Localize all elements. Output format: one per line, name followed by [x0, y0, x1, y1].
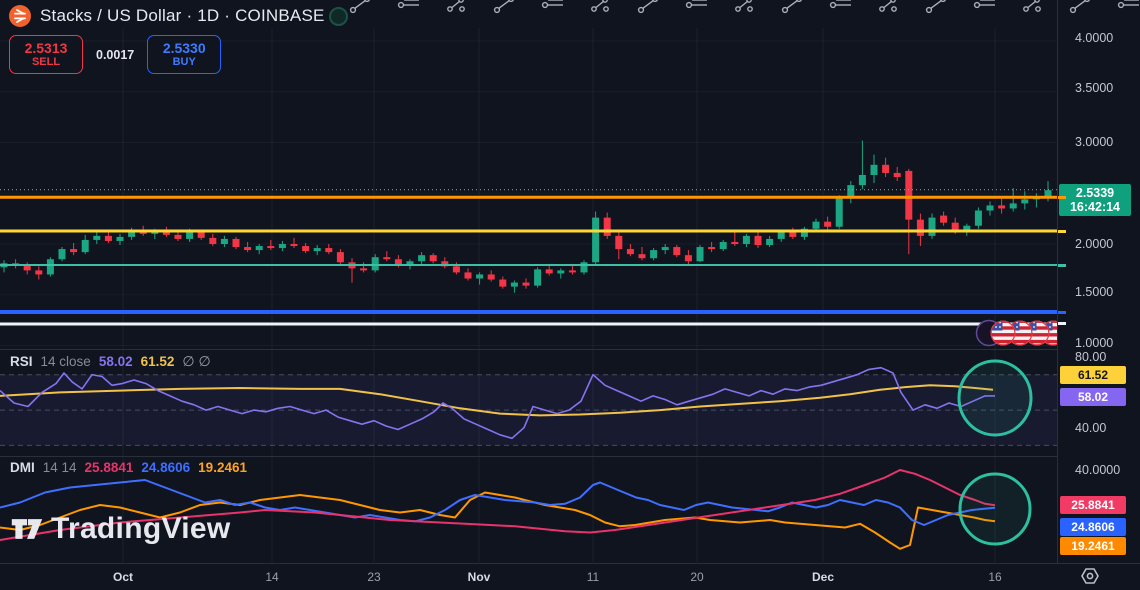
ADX-line	[0, 469, 996, 541]
extended-line-tool-icon[interactable]	[780, 0, 804, 16]
xabcd-pattern-tool-icon[interactable]	[972, 0, 996, 16]
axis-tick-label: 40.00	[1075, 421, 1107, 435]
text-tool-icon[interactable]	[540, 0, 564, 16]
sell-button[interactable]: 2.5313 SELL	[9, 35, 83, 74]
indicator-value-badge: 58.02	[1060, 388, 1126, 406]
rsi-value: 58.02	[98, 354, 133, 369]
axis-tick-label: 2.0000	[1075, 237, 1114, 251]
dmi-adx-value: 25.8841	[84, 460, 134, 475]
axis-tick-label: 3.0000	[1075, 135, 1114, 149]
rsi-legend[interactable]: RSI 14 close 58.02 61.52 ∅ ∅	[10, 353, 211, 370]
order-panel: 2.5313 SELL 0.0017 2.5330 BUY	[9, 35, 222, 74]
indicator-value-badge: 19.2461	[1060, 537, 1126, 555]
ellipse-tool-icon[interactable]	[588, 0, 612, 16]
pane-separator[interactable]	[0, 456, 1140, 457]
last-price-value: 2.5339	[1075, 186, 1115, 200]
RSI-line	[0, 366, 995, 440]
horizontal-line-tool-icon[interactable]	[396, 0, 420, 16]
chart-settings-icon[interactable]	[1080, 566, 1100, 586]
time-axis-label: 23	[367, 570, 381, 584]
axis-tick-label: 4.0000	[1075, 31, 1114, 45]
time-axis-label: 14	[265, 570, 279, 584]
sell-price: 2.5313	[24, 39, 68, 56]
axis-line-marker	[1058, 322, 1066, 326]
dmi-params: 14 14	[42, 460, 77, 475]
symbol-header: Stacks / US Dollar · 1D · COINBASE	[9, 5, 325, 27]
ellipse-annotation[interactable]	[957, 359, 1033, 437]
time-axis-label: 11	[586, 570, 600, 584]
stacks-logo-icon	[9, 5, 31, 27]
indicator-value-badge: 61.52	[1060, 366, 1126, 384]
axis-tick-label: 40.0000	[1075, 463, 1121, 477]
price-axis[interactable]: 2.5339 16:42:14 4.0000 3.5000 3.0000 2.0000…	[1057, 0, 1140, 563]
axis-tick-label: 1.5000	[1075, 285, 1114, 299]
bar-countdown: 16:42:14	[1069, 200, 1121, 214]
rsi-name: RSI	[10, 354, 33, 369]
trend-line-tool-icon[interactable]	[348, 0, 372, 16]
RSI-based MA-line	[0, 384, 994, 417]
ellipse-annotation[interactable]	[958, 472, 1032, 546]
buy-button[interactable]: 2.5330 BUY	[147, 35, 222, 74]
time-axis-label: Dec	[811, 570, 835, 584]
dmi-name: DMI	[10, 460, 35, 475]
dmi-legend[interactable]: DMI 14 14 25.8841 24.8606 19.2461	[10, 460, 247, 475]
main-price-pane[interactable]	[0, 28, 1057, 349]
flag-annotation[interactable]	[975, 319, 1058, 347]
tradingview-wordmark: TradingView	[51, 512, 231, 545]
dmi-pane[interactable]	[0, 457, 1057, 562]
tradingview-watermark: TradingView	[10, 512, 230, 546]
dmi-minus-di-value: 19.2461	[198, 460, 247, 475]
last-price-badge: 2.5339 16:42:14	[1059, 184, 1131, 216]
time-axis-label: Nov	[467, 570, 491, 584]
dmi-plus-di-value: 24.8606	[141, 460, 191, 475]
+DI-line	[0, 479, 996, 526]
tradingview-logo-icon	[11, 519, 43, 539]
indicator-value-badge: 25.8841	[1060, 496, 1126, 514]
buy-label: BUY	[172, 56, 196, 69]
axis-tick-label: 80.00	[1075, 350, 1107, 364]
symbol-title[interactable]: Stacks / US Dollar · 1D · COINBASE	[40, 6, 325, 25]
spread-value: 0.0017	[96, 47, 135, 62]
buy-price: 2.5330	[162, 39, 206, 56]
axis-line-marker	[1058, 195, 1066, 199]
time-axis-label: Oct	[112, 570, 134, 584]
axis-line-marker	[1058, 263, 1066, 267]
drawing-toolbar	[330, 0, 1140, 17]
triangle-pattern-tool-icon[interactable]	[1020, 0, 1044, 16]
time-axis-label: 16	[988, 570, 1002, 584]
arrow-marker-tool-icon[interactable]	[732, 0, 756, 16]
angle-tool-icon[interactable]	[876, 0, 900, 16]
pane-separator[interactable]	[0, 349, 1140, 350]
long-position-tool-icon[interactable]	[1116, 0, 1140, 16]
indicator-value-badge: 24.8606	[1060, 518, 1126, 536]
rsi-pane[interactable]	[0, 350, 1057, 456]
us-flag-icon	[990, 320, 1016, 346]
rsi-hidden-values: ∅ ∅	[182, 353, 211, 369]
rectangle-tool-icon[interactable]	[1068, 0, 1092, 16]
rsi-params: 14 close	[40, 354, 91, 369]
axis-line-marker	[1058, 310, 1066, 314]
brush-tool-icon[interactable]	[924, 0, 948, 16]
fib-retracement-tool-icon[interactable]	[828, 0, 852, 16]
axis-tick-label: 1.0000	[1075, 336, 1114, 350]
rsi-ma-value: 61.52	[140, 354, 175, 369]
time-axis[interactable]: Oct 14 23 Nov 11 20 Dec 16	[0, 563, 1140, 590]
parallel-channel-tool-icon[interactable]	[444, 0, 468, 16]
status-dot	[329, 7, 348, 26]
polyline-tool-icon[interactable]	[636, 0, 660, 16]
axis-line-marker	[1058, 229, 1066, 233]
time-axis-label: 20	[690, 570, 704, 584]
axis-tick-label: 3.5000	[1075, 81, 1114, 95]
ray-tool-icon[interactable]	[684, 0, 708, 16]
-DI-line	[0, 491, 996, 550]
pitchfork-tool-icon[interactable]	[492, 0, 516, 16]
candles	[0, 140, 1052, 293]
sell-label: SELL	[31, 56, 61, 69]
